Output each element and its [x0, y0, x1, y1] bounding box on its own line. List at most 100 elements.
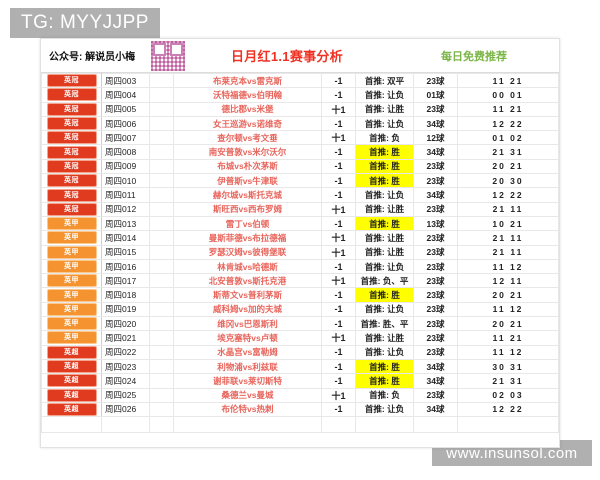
qr-code-icon[interactable] — [151, 40, 185, 71]
league-badge[interactable]: 英超 — [46, 389, 97, 402]
recommendation-tip: 首推: 让负 — [355, 344, 414, 360]
table-row: 英甲 周四016 林肯城vs哈德斯 -1 首推: 让负 23球 11 12 — [41, 258, 559, 275]
total-goals: 23球 — [413, 287, 458, 303]
league-badge[interactable]: 英冠 — [46, 131, 97, 144]
table-row: 英冠 周四009 布城vs朴次茅斯 -1 首推: 胜 23球 20 21 — [41, 158, 559, 175]
league-badge[interactable]: 英甲 — [46, 303, 97, 316]
table-row: 英冠 周四004 沃特福德vs伯明翰 -1 首推: 让负 01球 00 01 — [41, 87, 559, 103]
match-teams[interactable]: 布伦特vs热刺 — [173, 401, 322, 418]
match-number: 周四008 — [101, 144, 150, 160]
predicted-score: 12 22 — [457, 401, 559, 418]
recommendation-tip: 首推: 胜 — [355, 373, 414, 389]
total-goals: 23球 — [413, 387, 458, 403]
table-row: 英超 周四025 桑德兰vs曼城 十1 首推: 负 23球 02 03 — [41, 387, 559, 403]
match-teams[interactable]: 南安普敦vs米尔沃尔 — [173, 144, 322, 160]
match-teams[interactable]: 利物浦vs利兹联 — [173, 358, 322, 375]
match-teams[interactable]: 德比郡vs米堡 — [173, 101, 322, 117]
match-teams[interactable]: 林肯城vs哈德斯 — [173, 258, 322, 275]
match-teams[interactable]: 罗瑟汉姆vs彼得堡联 — [173, 244, 322, 260]
match-teams[interactable]: 威科姆vs加的夫城 — [173, 301, 322, 318]
league-badge[interactable]: 英冠 — [46, 103, 97, 116]
league-badge[interactable]: 英甲 — [46, 331, 97, 345]
league-badge[interactable]: 英甲 — [46, 288, 97, 302]
predicted-score: 21 11 — [457, 201, 559, 217]
match-number: 周四012 — [101, 201, 150, 217]
league-badge[interactable]: 英甲 — [46, 246, 97, 259]
sheet-header: 公众号: 解说员小梅 日月红1.1赛事分析 每日免费推荐 — [41, 39, 559, 73]
total-goals: 34球 — [413, 144, 458, 160]
match-teams[interactable]: 雷丁vs伯顿 — [173, 215, 322, 232]
league-badge-cell: 英甲 — [41, 330, 102, 346]
match-teams[interactable]: 水晶宫vs富勒姆 — [173, 344, 322, 360]
match-number: 周四023 — [101, 358, 150, 375]
match-teams[interactable]: 布莱克本vs雷克斯 — [173, 72, 322, 89]
handicap-value: 十1 — [321, 273, 356, 289]
spacer-cell — [149, 387, 174, 403]
match-teams[interactable]: 斯蒂文vs普利茅斯 — [173, 287, 322, 303]
predicted-score: 20 30 — [457, 173, 559, 189]
total-goals: 34球 — [413, 115, 458, 132]
match-teams[interactable]: 谢菲联vs莱切斯特 — [173, 373, 322, 389]
spacer-cell — [149, 416, 174, 434]
recommendation-tip: 首推: 负、平 — [355, 273, 414, 289]
spacer-cell — [149, 173, 174, 189]
predicted-score: 21 31 — [457, 144, 559, 160]
match-teams[interactable]: 桑德兰vs曼城 — [173, 387, 322, 403]
match-number: 周四007 — [101, 130, 150, 146]
league-badge[interactable]: 英甲 — [46, 317, 97, 330]
match-teams[interactable]: 维冈vs巴恩斯利 — [173, 316, 322, 332]
match-analysis-sheet: 公众号: 解说员小梅 日月红1.1赛事分析 每日免费推荐 英冠 周四003 布莱克本… — [40, 38, 560, 448]
total-goals: 23球 — [413, 158, 458, 175]
league-badge[interactable]: 英超 — [46, 360, 97, 373]
match-teams[interactable]: 伊普斯vs牛津联 — [173, 173, 322, 189]
match-teams[interactable]: 女王巡游vs诺维奇 — [173, 115, 322, 132]
spacer-cell — [149, 273, 174, 289]
league-badge[interactable]: 英冠 — [46, 117, 97, 130]
table-row: 英甲 周四018 斯蒂文vs普利茅斯 -1 首推: 胜 23球 20 21 — [41, 287, 559, 303]
league-badge[interactable]: 英甲 — [46, 231, 97, 245]
league-badge[interactable]: 英冠 — [46, 203, 97, 216]
recommendation-tip: 首推: 让胜 — [355, 244, 414, 260]
recommendation-tip: 首推: 双平 — [355, 72, 414, 89]
handicap-value: -1 — [321, 187, 356, 203]
match-teams[interactable]: 北安普敦vs斯托克港 — [173, 273, 322, 289]
spacer-cell — [149, 373, 174, 389]
total-goals: 23球 — [413, 301, 458, 318]
league-badge[interactable]: 英冠 — [46, 146, 97, 159]
match-teams[interactable]: 布城vs朴次茅斯 — [173, 158, 322, 175]
league-badge[interactable]: 英甲 — [46, 274, 97, 287]
league-badge[interactable]: 英超 — [46, 403, 97, 416]
league-badge[interactable]: 英超 — [46, 346, 97, 359]
handicap-value: -1 — [321, 72, 356, 89]
match-teams[interactable]: 沃特福德vs伯明翰 — [173, 87, 322, 103]
league-badge-cell: 英冠 — [41, 187, 102, 203]
match-teams[interactable]: 斯旺西vs西布罗姆 — [173, 201, 322, 217]
match-teams[interactable]: 曼斯菲德vs布拉德福 — [173, 230, 322, 246]
spacer-cell — [149, 244, 174, 260]
total-goals: 13球 — [413, 215, 458, 232]
handicap-value: -1 — [321, 287, 356, 303]
match-teams[interactable]: 埃克塞特vs卢顿 — [173, 330, 322, 346]
handicap-value: -1 — [321, 344, 356, 360]
spacer-cell — [149, 230, 174, 246]
predicted-score: 01 02 — [457, 130, 559, 146]
table-row: 英超 周四026 布伦特vs热刺 -1 首推: 让负 34球 12 22 — [41, 401, 559, 418]
league-badge[interactable]: 英甲 — [46, 217, 97, 230]
spacer-cell — [149, 287, 174, 303]
predicted-score: 20 21 — [457, 158, 559, 175]
league-badge[interactable]: 英冠 — [46, 74, 97, 87]
league-badge-cell: 英冠 — [41, 158, 102, 175]
table-row: 英冠 周四006 女王巡游vs诺维奇 -1 首推: 让负 34球 12 22 — [41, 115, 559, 132]
league-badge[interactable]: 英甲 — [46, 260, 97, 273]
match-number: 周四009 — [101, 158, 150, 175]
match-number: 周四004 — [101, 87, 150, 103]
league-badge[interactable]: 英冠 — [46, 160, 97, 173]
match-teams[interactable]: 查尔顿vs考文垂 — [173, 130, 322, 146]
predicted-score: 11 21 — [457, 330, 559, 346]
league-badge[interactable]: 英冠 — [46, 88, 97, 102]
league-badge[interactable]: 英冠 — [46, 188, 97, 202]
match-teams[interactable]: 赫尔城vs斯托克城 — [173, 187, 322, 203]
league-badge[interactable]: 英冠 — [46, 174, 97, 187]
league-badge[interactable]: 英超 — [46, 374, 97, 388]
match-table-body: 英冠 周四003 布莱克本vs雷克斯 -1 首推: 双平 23球 11 21 英冠 周四004 沃… — [41, 72, 559, 434]
